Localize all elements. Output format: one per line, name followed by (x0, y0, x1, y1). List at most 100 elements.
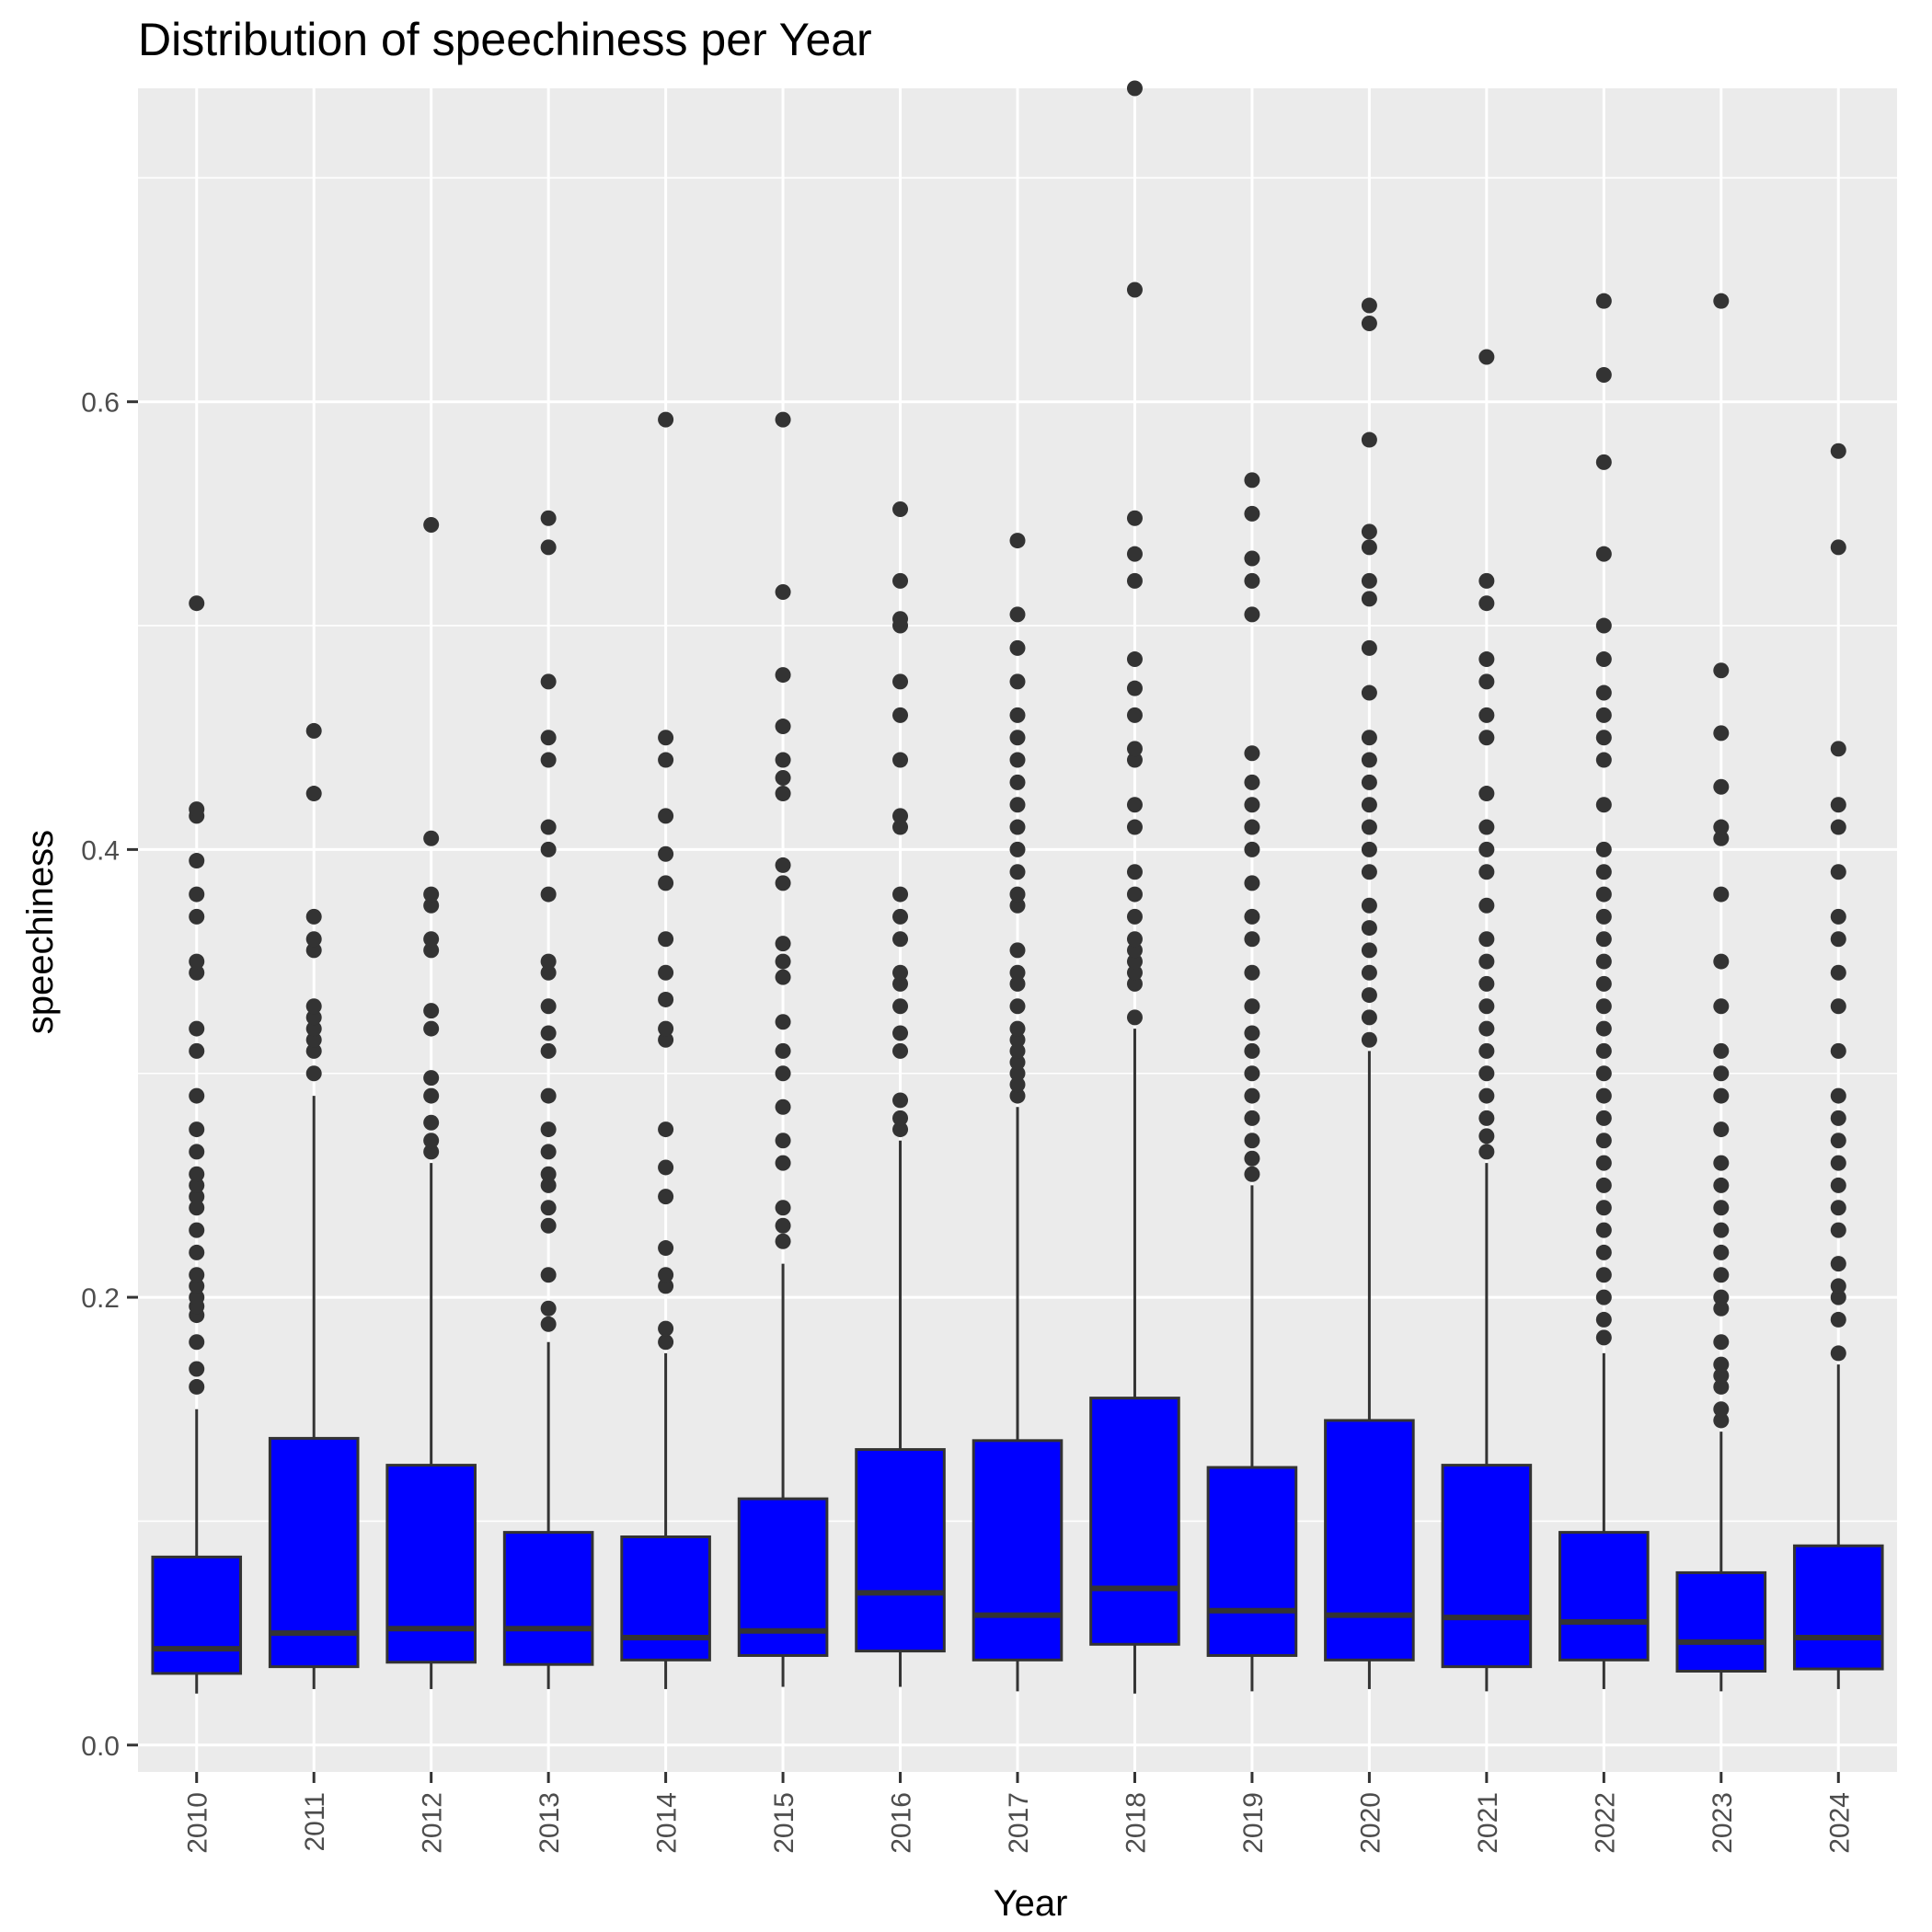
y-tick-label: 0.0 (81, 1731, 120, 1762)
box-iqr (1792, 1544, 1884, 1671)
x-tick-label: 2021 (1473, 1792, 1503, 1854)
outlier-point (305, 1031, 322, 1048)
outlier-point (1478, 1110, 1495, 1126)
outlier-point (189, 853, 205, 869)
outlier-point (658, 1159, 674, 1176)
outlier-point (775, 1133, 791, 1149)
outlier-point (775, 1217, 791, 1234)
outlier-point (1595, 931, 1612, 948)
outlier-point (1478, 953, 1495, 970)
outlier-point (775, 584, 791, 601)
outlier-point (1713, 1121, 1730, 1138)
outlier-point (1009, 1076, 1026, 1093)
outlier-point (540, 1025, 557, 1041)
x-tick-label: 2014 (652, 1792, 683, 1854)
outlier-point (189, 595, 205, 612)
outlier-point (1244, 472, 1260, 489)
outlier-point (658, 808, 674, 824)
outlier-point (1830, 1200, 1846, 1216)
outlier-point (1595, 1133, 1612, 1149)
box-2017 (972, 533, 1064, 1692)
outlier-point (1361, 639, 1377, 656)
outlier-point (189, 1121, 205, 1138)
outlier-point (775, 1098, 791, 1115)
outlier-point (1595, 1200, 1612, 1216)
y-tick-label: 0.2 (81, 1283, 120, 1314)
outlier-point (540, 1166, 557, 1182)
box-iqr (268, 1436, 360, 1669)
outlier-point (189, 1177, 205, 1193)
outlier-point (1244, 908, 1260, 925)
outlier-point (1009, 1020, 1026, 1037)
outlier-point (1595, 1020, 1612, 1037)
outlier-point (305, 1020, 322, 1037)
outlier-point (775, 786, 791, 802)
box-2014 (620, 411, 711, 1689)
box-2020 (1324, 297, 1415, 1689)
outlier-point (1478, 975, 1495, 992)
outlier-point (1009, 975, 1026, 992)
outlier-point (1478, 1128, 1495, 1144)
outlier-point (189, 1200, 205, 1216)
outlier-point (1595, 752, 1612, 768)
outlier-point (1009, 707, 1026, 723)
outlier-point (1009, 730, 1026, 746)
outlier-point (1478, 897, 1495, 914)
outlier-point (1009, 1031, 1026, 1048)
outlier-point (1126, 680, 1143, 696)
box-2010 (151, 595, 243, 1694)
outlier-point (1830, 931, 1846, 948)
outlier-point (1244, 1110, 1260, 1126)
outlier-point (1244, 819, 1260, 835)
outlier-point (1009, 774, 1026, 790)
outlier-point (1009, 897, 1026, 914)
outlier-point (1830, 1087, 1846, 1104)
outlier-point (1009, 752, 1026, 768)
outlier-point (1713, 1300, 1730, 1317)
outlier-point (1595, 864, 1612, 880)
outlier-point (658, 730, 674, 746)
x-tick-label: 2010 (183, 1792, 213, 1854)
outlier-point (189, 1289, 205, 1305)
outlier-point (1009, 1054, 1026, 1071)
outlier-point (775, 719, 791, 735)
outlier-point (1361, 431, 1377, 448)
outlier-point (892, 611, 909, 627)
outlier-point (1595, 1155, 1612, 1171)
outlier-point (892, 998, 909, 1015)
outlier-point (540, 1217, 557, 1234)
outlier-point (1595, 797, 1612, 813)
outlier-point (1830, 1345, 1846, 1362)
outlier-point (1713, 819, 1730, 835)
outlier-point (1830, 908, 1846, 925)
outlier-point (1478, 595, 1495, 612)
outlier-point (1478, 864, 1495, 880)
outlier-point (658, 1240, 674, 1257)
outlier-point (1595, 617, 1612, 634)
outlier-point (1713, 1356, 1730, 1373)
outlier-point (189, 1334, 205, 1351)
outlier-point (1126, 964, 1143, 981)
y-tick-label: 0.4 (81, 835, 120, 866)
outlier-point (1361, 897, 1377, 914)
x-tick-label: 2018 (1121, 1792, 1151, 1854)
outlier-point (1713, 1155, 1730, 1171)
outlier-point (189, 908, 205, 925)
outlier-point (658, 991, 674, 1007)
outlier-point (1595, 886, 1612, 903)
outlier-point (423, 931, 440, 948)
outlier-point (1595, 366, 1612, 383)
outlier-point (305, 908, 322, 925)
outlier-point (658, 1267, 674, 1283)
outlier-point (1244, 505, 1260, 522)
box-2015 (737, 411, 829, 1687)
x-tick-label: 2013 (535, 1792, 565, 1854)
outlier-point (1478, 349, 1495, 365)
outlier-point (1361, 684, 1377, 701)
outlier-point (1126, 651, 1143, 668)
outlier-point (1009, 1065, 1026, 1082)
outlier-point (1713, 725, 1730, 742)
x-axis-title: Year (994, 1883, 1068, 1924)
outlier-point (423, 1114, 440, 1131)
